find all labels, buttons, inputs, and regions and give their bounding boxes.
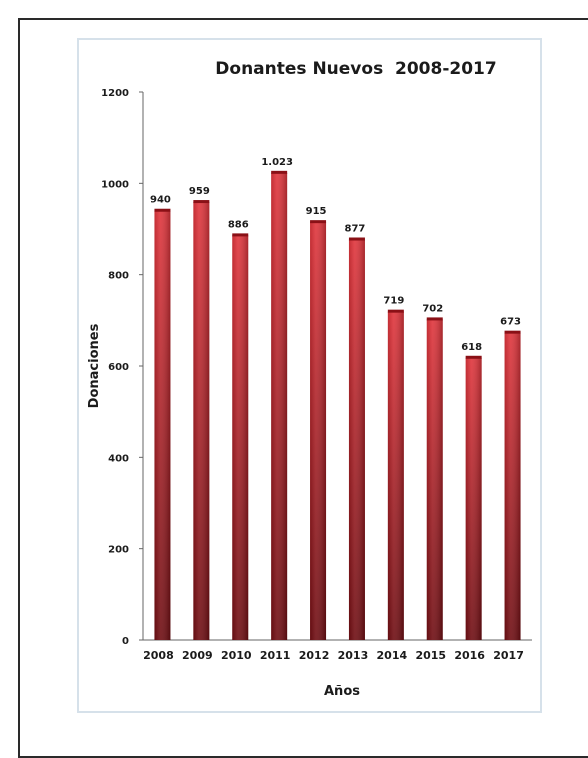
x-tick-label: 2010	[221, 649, 252, 662]
value-label: 886	[228, 219, 249, 230]
bar-shade	[504, 332, 521, 640]
bar-chart: Donantes Nuevos 2008-2017 Donaciones Año…	[87, 59, 532, 699]
bar-shade	[310, 222, 327, 640]
y-tick-label: 400	[108, 453, 129, 464]
bar-cap	[271, 170, 288, 174]
value-label: 673	[500, 317, 521, 328]
bar-shade	[271, 172, 288, 640]
bar-shade	[387, 311, 404, 640]
x-tick-label: 2013	[338, 649, 369, 662]
x-tick-label: 2016	[454, 649, 485, 662]
bar-shade	[232, 235, 249, 641]
x-ticks: 2008 2009 2010 2011 2012 2013 2014 2015 2016 2017	[143, 649, 524, 662]
value-label: 1.023	[261, 157, 293, 168]
x-tick-label: 2011	[260, 649, 291, 662]
bar-cap	[465, 355, 482, 359]
value-label: 618	[461, 342, 482, 353]
x-tick-label: 2014	[377, 649, 408, 662]
value-label: 719	[383, 296, 404, 307]
value-label: 959	[189, 186, 210, 197]
y-tick-label: 1000	[101, 179, 129, 190]
x-tick-label: 2009	[182, 649, 213, 662]
y-ticks: 0 200 400 600 800 1000 1200	[101, 88, 143, 647]
y-tick-label: 800	[108, 271, 129, 282]
bar-shade	[465, 357, 482, 640]
y-tick-label: 0	[122, 636, 129, 647]
value-label: 877	[345, 224, 366, 235]
value-label: 702	[422, 303, 443, 314]
chart-title: Donantes Nuevos 2008-2017	[215, 59, 496, 79]
x-tick-label: 2012	[299, 649, 330, 662]
bar-cap	[348, 237, 365, 241]
bar-shade	[154, 210, 171, 640]
value-labels: 940 959 886 1.023 915 877 719 702 618 673	[150, 157, 521, 353]
value-label: 940	[150, 195, 171, 206]
bar-shade	[426, 319, 443, 640]
value-label: 915	[306, 206, 327, 217]
bar-cap	[310, 220, 327, 224]
x-tick-label: 2015	[415, 649, 446, 662]
bar-cap	[232, 233, 249, 237]
y-tick-label: 1200	[101, 88, 129, 99]
bar-cap	[387, 309, 404, 313]
y-axis-title: Donaciones	[87, 323, 102, 408]
bar-shade	[348, 239, 365, 640]
y-tick-label: 600	[108, 362, 129, 373]
x-tick-label: 2008	[143, 649, 174, 662]
bar-cap	[504, 330, 521, 334]
x-tick-label: 2017	[493, 649, 524, 662]
bars	[154, 170, 521, 641]
bar-cap	[193, 200, 210, 204]
x-axis-title: Años	[324, 684, 360, 699]
bar-cap	[426, 317, 443, 321]
bar-cap	[154, 208, 171, 212]
bar-shade	[193, 202, 210, 640]
y-tick-label: 200	[108, 545, 129, 556]
